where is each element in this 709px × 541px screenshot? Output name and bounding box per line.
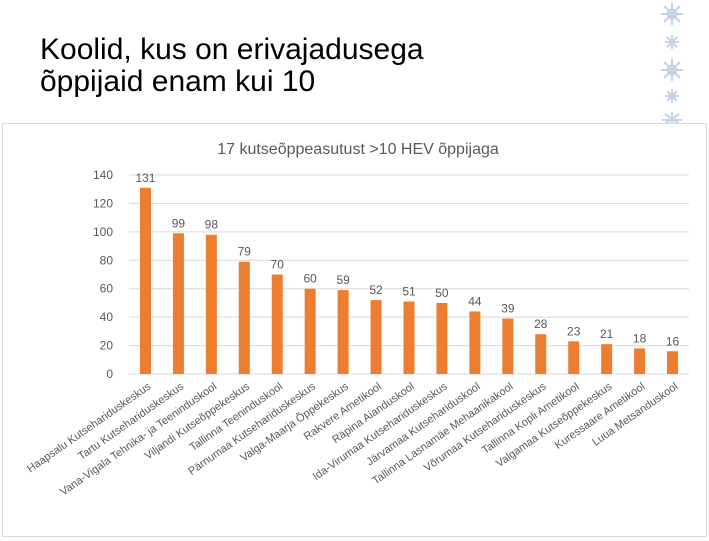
bar — [568, 341, 580, 374]
bar — [370, 300, 382, 374]
bar — [172, 233, 184, 374]
y-tick-label: 100 — [93, 225, 113, 239]
bar — [205, 234, 217, 374]
y-tick-label: 80 — [100, 253, 114, 267]
bar — [535, 334, 547, 374]
y-tick-label: 120 — [93, 196, 113, 210]
bar — [634, 348, 646, 374]
data-label: 131 — [135, 171, 155, 185]
data-label: 21 — [600, 327, 614, 341]
chart-panel: 17 kutseõppeasutust >10 HEV õppijaga 0 20… — [2, 123, 707, 537]
y-tick-label: 20 — [100, 339, 114, 353]
bar — [304, 288, 316, 374]
data-label: 18 — [633, 331, 647, 345]
bar — [601, 344, 613, 374]
x-tick-label: Haapsalu Kutsehariduskeskus — [25, 380, 154, 475]
data-label: 16 — [666, 334, 680, 348]
y-tick-label: 60 — [100, 282, 114, 296]
data-labels: 131 99 98 79 70 60 59 52 51 50 44 39 28 23 21 18 16 — [135, 171, 679, 348]
data-label: 23 — [567, 324, 581, 338]
data-label: 60 — [303, 272, 317, 286]
y-tick-label: 40 — [100, 310, 114, 324]
bar — [667, 351, 679, 374]
y-tick-label: 0 — [106, 367, 113, 381]
bar — [403, 301, 415, 374]
data-label: 39 — [501, 302, 515, 316]
data-label: 28 — [534, 317, 548, 331]
data-label: 50 — [435, 286, 449, 300]
chart-title: 17 kutseõppeasutust >10 HEV õppijaga — [217, 141, 499, 158]
bar — [502, 318, 514, 374]
data-label: 51 — [402, 285, 416, 299]
bars — [139, 187, 679, 374]
data-label: 79 — [238, 245, 252, 259]
y-axis-ticks: 0 20 40 60 80 100 120 140 — [93, 168, 113, 381]
bar — [271, 274, 283, 374]
slide-title-line2: õppijaid enam kui 10 — [40, 65, 316, 98]
data-label: 98 — [205, 218, 219, 232]
data-label: 44 — [468, 294, 482, 308]
data-label: 99 — [172, 216, 186, 230]
slide-title-line1: Koolid, kus on erivajadusega — [40, 33, 424, 66]
data-label: 52 — [369, 283, 383, 297]
bar — [238, 261, 250, 374]
data-label: 59 — [336, 273, 350, 287]
bar — [139, 187, 151, 374]
bar — [337, 290, 349, 374]
snowflake-ornament-icon — [661, 3, 683, 125]
bar — [469, 311, 481, 374]
bar — [436, 302, 448, 374]
data-label: 70 — [271, 258, 285, 272]
bar-chart: 17 kutseõppeasutust >10 HEV õppijaga 0 20… — [25, 141, 689, 499]
y-tick-label: 140 — [93, 168, 113, 182]
slide-title: Koolid, kus on erivajadusega õppijaid en… — [40, 34, 600, 98]
